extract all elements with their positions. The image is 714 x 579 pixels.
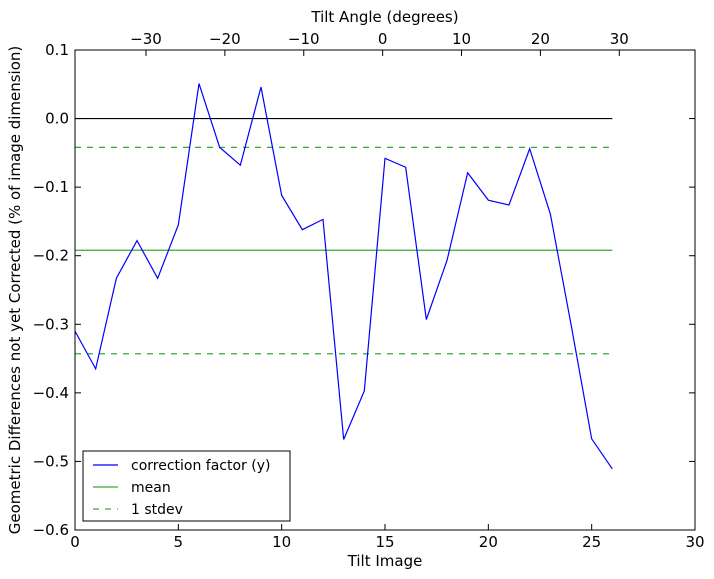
legend-entries: correction factor (y) mean 1 stdev: [93, 458, 270, 518]
series-correction-factor-y: [74, 83, 613, 470]
top-tick-label: −30: [130, 30, 162, 48]
y-tick-label: −0.1: [33, 178, 69, 196]
ticks-layer: 0 5 10 15 20 25 30 −0.6 −0.5 −0.4 −0.3 −0.2 −0.1 0.0 0…: [33, 30, 705, 551]
x-tick-label: 10: [272, 533, 291, 551]
legend-label-mean: mean: [131, 480, 171, 496]
legend: correction factor (y) mean 1 stdev: [82, 450, 291, 522]
x-tick-label: 15: [375, 533, 394, 551]
top-tick-label: −10: [288, 30, 320, 48]
top-tick-label: 20: [531, 30, 550, 48]
top-tick-label: −20: [209, 30, 241, 48]
x-tick-label: 30: [685, 533, 704, 551]
legend-label-1-stdev: 1 stdev: [131, 502, 183, 518]
y-axis-label: Geometric Differences not yet Corrected …: [6, 46, 24, 535]
y-tick-label: −0.5: [33, 452, 69, 470]
top-tick-label: 30: [610, 30, 629, 48]
top-tick-label: 10: [452, 30, 471, 48]
y-tick-label: −0.4: [33, 384, 69, 402]
top-axis-label: Tilt Angle (degrees): [310, 8, 458, 26]
y-tick-label: −0.3: [33, 315, 69, 333]
top-tick-label: 0: [378, 30, 388, 48]
y-tick-label: 0.0: [45, 110, 69, 128]
x-tick-label: 25: [582, 533, 601, 551]
y-tick-label: −0.2: [33, 247, 69, 265]
y-tick-label: 0.1: [45, 41, 69, 59]
series-layer: [74, 83, 613, 470]
x-tick-label: 5: [174, 533, 184, 551]
y-tick-label: −0.6: [33, 521, 69, 539]
legend-label-correction-factor-y: correction factor (y): [131, 458, 270, 474]
x-tick-label: 20: [479, 533, 498, 551]
x-axis-label: Tilt Image: [347, 552, 423, 570]
x-tick-label: 0: [70, 533, 80, 551]
